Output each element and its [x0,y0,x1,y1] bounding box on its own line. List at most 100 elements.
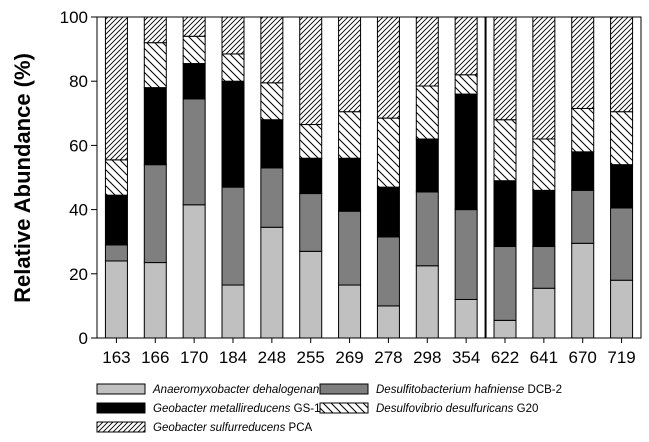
legend-strain: G20 [513,403,538,415]
bar-segment [338,16,362,113]
bar-segment [182,204,206,339]
bar-segment [493,246,517,321]
x-tick-label: 166 [141,348,169,367]
x-tick-label: 298 [413,348,441,367]
bar-segment [143,42,167,89]
x-axis: 163 166 170 184 248 255 269 278 298 354 622 641 670 7… [102,338,636,367]
legend-swatch [319,383,369,395]
bar-segment [415,16,439,87]
bar-segment [104,159,128,196]
bars-group [104,16,634,339]
bar-segment [182,35,206,65]
bar-segment [376,186,400,238]
bar-segment [610,279,634,339]
x-tick-label: 255 [297,348,325,367]
bar-segment [376,305,400,339]
x-tick-label: 354 [452,348,480,367]
bar-segment [571,242,595,339]
bar-segment [338,210,362,286]
bar-segment [493,319,517,339]
bar-segment [571,107,595,153]
bar-segment [143,87,167,166]
legend-swatch [96,421,146,433]
bar-segment [571,16,595,109]
bar-segment [376,236,400,307]
legend-species: Geobacter metallireducens [153,403,291,415]
bar-segment [338,111,362,159]
legend-strain: GS-15 [290,403,326,415]
legend-strain: DCB-2 [524,384,562,396]
x-tick-label: 670 [569,348,597,367]
bar-segment [182,16,206,37]
x-tick-label: 248 [258,348,286,367]
x-tick-label: 269 [335,348,363,367]
bar-segment [493,119,517,182]
y-tick-label: 100 [60,8,88,27]
bar-segment [415,191,439,267]
legend-species: Geobacter sulfurreducens [153,422,286,434]
bar-segment [299,16,323,126]
bar-segment [571,189,595,244]
legend-swatch [319,402,369,414]
legend-swatch [96,383,146,395]
bar-segment [182,98,206,206]
bar-segment [260,119,284,169]
legend-strain: PCA [285,422,312,434]
bar-segment [260,82,284,121]
plot-frame [96,16,642,339]
bar-segment [260,16,284,84]
bar-segment [415,265,439,339]
bar-segment [104,16,128,161]
bar-segment [338,157,362,212]
bar-segment [104,244,128,262]
legend: Anaeromyxobacter dehalogenans 2CP-CDesul… [96,383,562,434]
y-tick-label: 60 [69,136,88,155]
bar-segment [532,246,556,289]
bar-segment [376,117,400,188]
bar-segment [532,189,556,248]
legend-entry: Desulfitobacterium hafniense DCB-2 [376,384,562,396]
bar-segment [104,260,128,339]
bar-segment [221,186,245,286]
x-tick-label: 163 [102,348,130,367]
x-tick-label: 622 [491,348,519,367]
bar-segment [610,111,634,166]
bar-segment [571,151,595,191]
bar-segment [532,287,556,339]
bar-segment [221,16,245,55]
bar-segment [299,250,323,339]
bar-segment [493,180,517,248]
bar-segment [104,194,128,246]
bar-segment [454,16,478,76]
bar-segment [610,164,634,209]
y-tick-label: 20 [69,265,88,284]
bar-segment [415,85,439,140]
bar-segment [299,157,323,195]
x-tick-label: 278 [374,348,402,367]
bar-segment [454,298,478,339]
y-tick-label: 40 [69,201,88,220]
bar-segment [610,207,634,281]
legend-species: Desulfitobacterium hafniense [376,384,524,396]
x-tick-label: 719 [607,348,635,367]
bar-segment [143,16,167,44]
bar-segment [221,80,245,188]
bar-segment [454,209,478,300]
bar-segment [221,284,245,339]
x-tick-label: 641 [530,348,558,367]
legend-species: Desulfovibrio desulfuricans [376,403,514,415]
bar-segment [493,16,517,121]
bar-segment [299,124,323,159]
y-axis: 0 20 40 60 80 100 [60,8,97,348]
bar-segment [221,53,245,82]
y-axis-label: Relative Abundance (%) [10,53,35,303]
bar-segment [143,262,167,339]
bar-segment [143,164,167,264]
bar-segment [260,226,284,339]
legend-species: Anaeromyxobacter dehalogenans [152,384,325,396]
legend-swatch [96,402,146,414]
bar-segment [415,138,439,193]
y-tick-label: 80 [69,72,88,91]
